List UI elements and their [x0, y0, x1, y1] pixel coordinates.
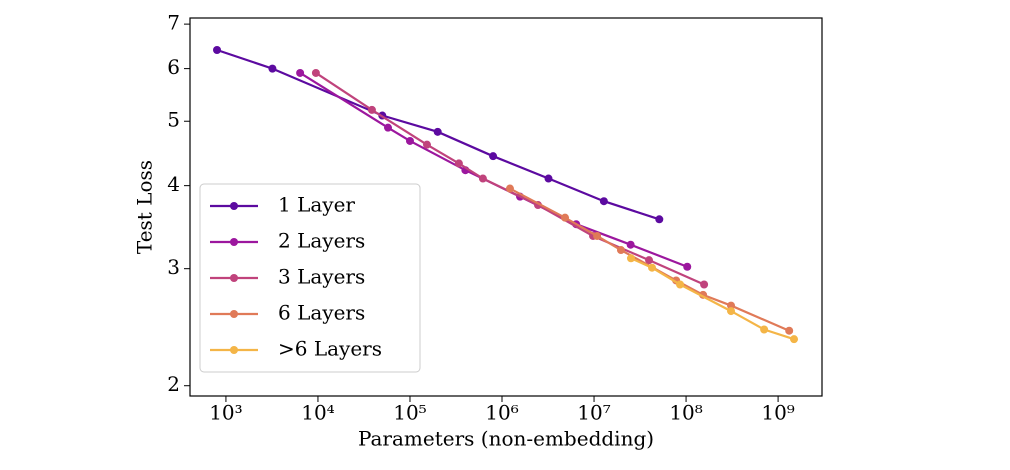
data-point	[727, 307, 736, 316]
data-point	[561, 213, 570, 222]
data-point	[785, 326, 794, 335]
data-point	[790, 335, 799, 344]
legend-label: 2 Layers	[278, 229, 365, 253]
series-line	[216, 48, 660, 221]
data-point	[268, 64, 277, 73]
data-point	[683, 262, 692, 271]
legend-marker	[230, 238, 238, 246]
legend-label: 1 Layer	[278, 193, 355, 217]
legend-marker	[230, 310, 238, 318]
data-point	[489, 152, 498, 161]
data-point	[367, 105, 376, 114]
y-tick-label: 4	[167, 172, 180, 196]
y-tick-label: 2	[167, 372, 180, 396]
plot-frame	[189, 17, 823, 397]
data-point	[616, 246, 625, 255]
data-point	[213, 45, 222, 54]
legend-box	[199, 183, 421, 373]
data-point	[311, 68, 320, 77]
legend-marker	[230, 274, 238, 282]
x-tick-label: 10⁶	[485, 401, 518, 425]
x-tick-label: 10⁸	[669, 401, 702, 425]
data-point	[544, 174, 553, 183]
data-point	[676, 280, 685, 289]
data-point	[422, 140, 431, 149]
data-point	[454, 159, 463, 168]
data-point	[593, 231, 602, 240]
data-point	[626, 240, 635, 249]
x-tick-label: 10⁷	[577, 401, 610, 425]
x-tick-label: 10⁵	[393, 401, 426, 425]
data-point	[384, 123, 393, 132]
data-point	[700, 280, 709, 289]
x-tick-label: 10⁹	[761, 401, 794, 425]
legend-label: 3 Layers	[278, 265, 365, 289]
data-point	[626, 254, 635, 263]
data-point	[296, 68, 305, 77]
data-point	[433, 127, 442, 136]
x-tick-label: 10³	[209, 401, 242, 425]
data-point	[405, 136, 414, 145]
y-tick-label: 3	[167, 255, 180, 279]
data-point	[478, 174, 487, 183]
data-point	[645, 256, 654, 265]
legend-label: 6 Layers	[278, 301, 365, 325]
legend-marker	[230, 346, 238, 354]
x-axis-label: Parameters (non-embedding)	[358, 427, 654, 451]
x-tick-label: 10⁴	[301, 401, 334, 425]
data-point	[599, 197, 608, 206]
legend-label: >6 Layers	[278, 337, 382, 361]
data-point	[505, 184, 514, 193]
y-tick-label: 6	[167, 55, 180, 79]
data-point	[727, 301, 736, 310]
data-point	[655, 215, 664, 224]
data-point	[760, 325, 769, 334]
y-tick-label: 5	[167, 108, 180, 132]
data-point	[648, 263, 657, 272]
y-axis-label: Test Loss	[133, 160, 157, 254]
y-tick-label: 7	[167, 11, 180, 35]
legend-marker	[230, 202, 238, 210]
